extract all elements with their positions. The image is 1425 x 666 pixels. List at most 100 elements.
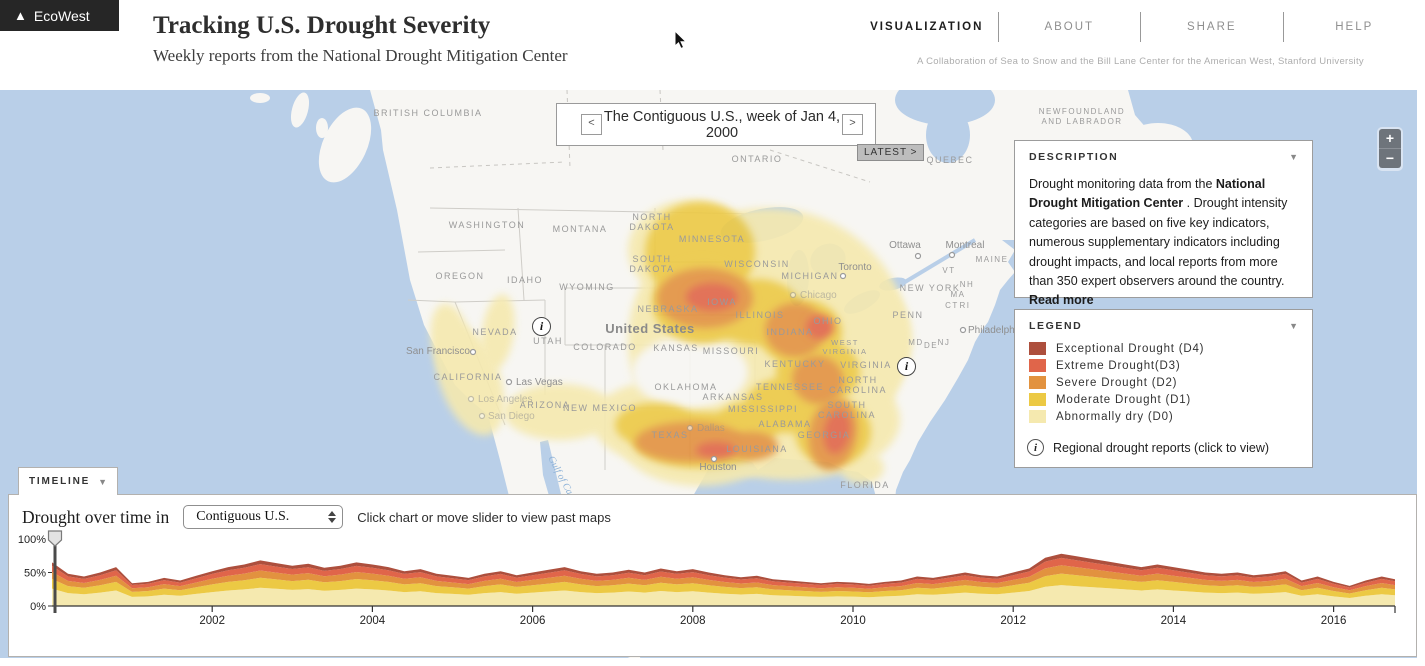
- region-select-value: Contiguous U.S.: [196, 509, 290, 524]
- collapse-caret-icon: ▼: [98, 476, 107, 487]
- chart-band-D1[interactable]: [52, 573, 1395, 598]
- x-axis-tick-label: 2008: [680, 615, 706, 627]
- state-label: CT: [945, 301, 959, 310]
- next-week-button[interactable]: >: [842, 114, 863, 135]
- info-icon[interactable]: i: [1027, 439, 1044, 456]
- state-label: KANSAS: [653, 343, 699, 353]
- description-body: Drought monitoring data from the Nationa…: [1015, 167, 1312, 319]
- ecowest-logo[interactable]: ▲ EcoWest: [0, 0, 119, 31]
- latest-button[interactable]: LATEST >: [857, 144, 925, 161]
- chart-band-D0[interactable]: [52, 585, 1395, 606]
- read-more-link[interactable]: Read more: [1029, 293, 1094, 308]
- collapse-caret-icon[interactable]: ▼: [1289, 321, 1298, 331]
- select-arrows-icon: [328, 511, 337, 523]
- legend-footer[interactable]: i Regional drought reports (click to vie…: [1015, 427, 1312, 456]
- drought-region-hole: [632, 336, 748, 408]
- state-label: SOUTH: [828, 400, 867, 410]
- state-label: BRITISH COLUMBIA: [373, 108, 482, 118]
- city-dot: [505, 378, 513, 386]
- timeline-helper-text: Click chart or move slider to view past …: [357, 509, 611, 525]
- regional-report-info-icon[interactable]: i: [532, 317, 551, 336]
- state-label: VIRGINIA: [840, 360, 892, 370]
- legend-item: Moderate Drought (D1): [1029, 393, 1298, 406]
- collapse-caret-icon[interactable]: ▼: [1289, 152, 1298, 162]
- drought-region-D0: [430, 303, 474, 387]
- state-label: DAKOTA: [629, 222, 674, 232]
- y-axis-tick-label: 100%: [18, 534, 46, 546]
- city-label: Los Angeles: [478, 394, 533, 405]
- regional-report-info-icon[interactable]: i: [897, 357, 916, 376]
- state-label: OHIO: [813, 316, 842, 326]
- nav-item-help[interactable]: HELP: [1282, 12, 1425, 42]
- x-axis-tick-label: 2012: [1000, 615, 1026, 627]
- drought-timeline-chart[interactable]: 2002 2004 2006 2008 2010 2012 2014 2016 100% 50% 0…: [0, 525, 1425, 645]
- zoom-out-button[interactable]: −: [1379, 149, 1401, 168]
- state-label: GEORGIA: [798, 430, 851, 440]
- nav-item-about[interactable]: ABOUT: [997, 12, 1141, 42]
- state-label: LOUISIANA: [726, 444, 788, 454]
- city-dot: [914, 252, 922, 260]
- zoom-in-button[interactable]: +: [1379, 129, 1401, 149]
- state-label: ILLINOIS: [735, 310, 784, 320]
- state-label: MICHIGAN: [782, 271, 839, 281]
- country-label: United States: [605, 321, 695, 336]
- legend-label: Abnormally dry (D0): [1056, 410, 1174, 423]
- city-label: Las Vegas: [516, 377, 563, 388]
- state-label: INDIANA: [766, 327, 813, 337]
- legend-items: Exceptional Drought (D4) Extreme Drought(…: [1015, 336, 1312, 423]
- state-label: MINNESOTA: [679, 234, 745, 244]
- drought-region-D3: [686, 283, 738, 311]
- city-label: Philadelphia: [968, 325, 1023, 336]
- state-label: OREGON: [435, 271, 484, 281]
- state-label: NEW MEXICO: [563, 403, 637, 413]
- map-labels: BRITISH COLUMBIA ONTARIO QUEBEC NEWFOUNDLAN…: [373, 107, 1125, 490]
- state-label: QUEBEC: [926, 155, 973, 165]
- state-label: ARIZONA: [520, 400, 571, 410]
- drought-region-D2: [792, 355, 844, 405]
- legend-swatch: [1029, 359, 1046, 372]
- drought-region-D3: [806, 315, 834, 339]
- legend-label: Moderate Drought (D1): [1056, 393, 1192, 406]
- description-text: National Drought Mitigation Center: [1029, 177, 1266, 211]
- city-dot: [478, 412, 486, 420]
- state-label: NORTH: [838, 375, 877, 385]
- timeline-header: Drought over time in Contiguous U.S. Cli…: [22, 505, 611, 529]
- state-label: DE: [924, 341, 938, 350]
- state-label: NH: [960, 280, 975, 289]
- city-label: Houston: [699, 462, 736, 473]
- y-axis-tick-label: 0%: [30, 601, 46, 613]
- x-axis-tick-label: 2014: [1161, 615, 1187, 627]
- state-label: WEST: [831, 338, 859, 347]
- region-select[interactable]: Contiguous U.S.: [183, 505, 344, 529]
- state-label: NEWFOUNDLAND: [1039, 107, 1125, 116]
- city-labels: San Francisco Las Vegas Los Angeles San Die…: [406, 240, 1023, 473]
- state-label: FLORIDA: [840, 480, 890, 490]
- nav-item-share[interactable]: SHARE: [1140, 12, 1283, 42]
- chart-band-D3[interactable]: [52, 557, 1395, 591]
- state-label: VIRGINIA: [823, 347, 868, 356]
- city-dot: [948, 251, 956, 259]
- city-label: Dallas: [697, 423, 725, 434]
- chart-band-D2[interactable]: [52, 565, 1395, 594]
- city-dot: [686, 424, 694, 432]
- nav-item-visualization[interactable]: VISUALIZATION: [870, 21, 984, 33]
- state-label: MD: [908, 338, 923, 347]
- description-text: Drought monitoring data from the: [1029, 177, 1216, 191]
- state-label: NEBRASKA: [637, 304, 698, 314]
- legend-label: Exceptional Drought (D4): [1056, 342, 1205, 355]
- previous-week-button[interactable]: <: [581, 114, 602, 135]
- legend-item: Exceptional Drought (D4): [1029, 342, 1298, 355]
- state-label: ARKANSAS: [702, 392, 763, 402]
- timeline-tab[interactable]: TIMELINE ▼: [18, 467, 118, 495]
- drought-region-D3: [696, 442, 736, 458]
- state-label: NORTH: [632, 212, 671, 222]
- state-label: SOUTH: [633, 254, 672, 264]
- timeline-slider-handle[interactable]: [47, 530, 63, 547]
- city-label: Ottawa: [889, 240, 921, 251]
- timeline-tab-label: TIMELINE: [29, 476, 91, 487]
- state-label: DAKOTA: [629, 264, 674, 274]
- state-label: CAROLINA: [818, 410, 876, 420]
- mountain-icon: ▲: [14, 8, 27, 23]
- description-title: DESCRIPTION: [1029, 151, 1119, 163]
- state-label: CALIFORNIA: [433, 372, 502, 382]
